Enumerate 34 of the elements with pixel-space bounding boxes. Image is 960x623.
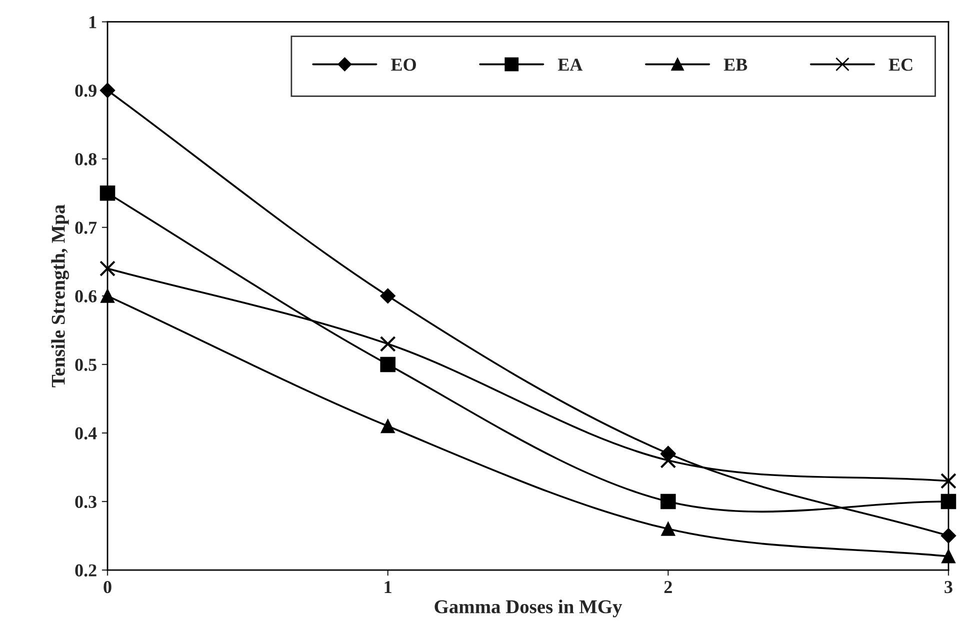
y-tick-label: 0.9 bbox=[75, 84, 96, 97]
y-tick-label: 1 bbox=[90, 16, 96, 28]
x-tick-label: 2 bbox=[664, 581, 672, 593]
x-tick-label: 1 bbox=[384, 581, 392, 593]
x-axis-title: Gamma Doses in MGy bbox=[434, 600, 622, 618]
y-tick-label: 0.5 bbox=[75, 358, 96, 371]
point bbox=[380, 288, 396, 304]
point bbox=[940, 472, 956, 489]
legend-label: EO bbox=[391, 58, 416, 71]
point bbox=[100, 82, 116, 98]
y-axis-title: Tensile Strength, Mpa bbox=[51, 204, 69, 388]
point bbox=[661, 522, 676, 536]
legend-label: EA bbox=[558, 58, 583, 71]
point bbox=[380, 336, 396, 352]
point bbox=[100, 288, 114, 303]
point bbox=[940, 494, 956, 510]
y-tick-label: 0.3 bbox=[75, 496, 96, 508]
point bbox=[100, 260, 116, 276]
y-tick-label: 0.7 bbox=[75, 222, 97, 234]
point bbox=[100, 185, 116, 201]
point bbox=[942, 549, 956, 564]
point bbox=[660, 494, 676, 510]
y-tick-label: 0.4 bbox=[75, 427, 97, 440]
point bbox=[380, 356, 396, 372]
point bbox=[380, 419, 395, 434]
x-tick-label: 0 bbox=[104, 580, 112, 594]
point bbox=[940, 528, 956, 544]
y-tick-label: 0.8 bbox=[75, 153, 97, 166]
legend-label: EC bbox=[888, 58, 912, 71]
x-tick-label: 3 bbox=[944, 581, 952, 594]
y-tick-label: 0.2 bbox=[75, 564, 96, 577]
legend-label: EB bbox=[724, 58, 748, 71]
y-tick-label: 0.6 bbox=[75, 290, 97, 302]
point bbox=[660, 452, 676, 468]
